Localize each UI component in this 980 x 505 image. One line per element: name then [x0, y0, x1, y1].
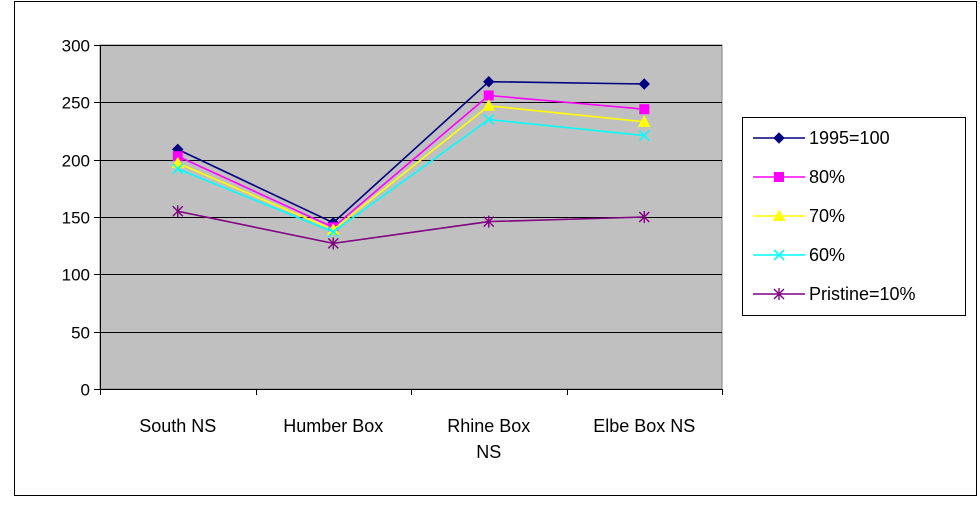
series-line	[177, 104, 645, 231]
series-layer	[171, 75, 651, 250]
y-tick-label: 250	[62, 94, 90, 113]
data-point	[483, 215, 495, 228]
data-point	[773, 288, 785, 300]
x-tick-label-line: South NS	[139, 416, 216, 436]
axes: 0 50 100 150 200 250 300 South NS Humber Box Rhin…	[62, 37, 723, 462]
series-line	[177, 80, 645, 224]
data-point	[327, 226, 339, 238]
series-line	[177, 94, 645, 229]
data-point	[639, 104, 650, 115]
x-tick-label: Rhine Box NS	[447, 416, 530, 462]
data-point	[638, 211, 650, 223]
legend-label: 60%	[809, 245, 845, 265]
series-line	[177, 210, 645, 245]
x-tick-label-line: Rhine Box	[447, 416, 530, 436]
data-point	[172, 205, 184, 218]
legend-label: 80%	[809, 167, 845, 187]
legend: 1995=100 80% 70% 60% Pristine=10%	[742, 117, 966, 316]
data-point	[637, 115, 651, 127]
series-line	[177, 118, 645, 233]
legend-label: Pristine=10%	[809, 284, 916, 304]
grid-lines	[100, 45, 722, 333]
x-tick-label-line: NS	[476, 442, 501, 462]
data-point	[773, 249, 785, 261]
legend-label: 1995=100	[809, 128, 890, 148]
legend-label: 70%	[809, 206, 845, 226]
data-point	[773, 132, 785, 144]
data-point	[483, 75, 495, 88]
data-point	[327, 237, 339, 250]
y-tick-label: 50	[71, 324, 90, 343]
data-point	[172, 163, 184, 175]
x-tick-label: Humber Box	[283, 416, 383, 436]
y-tick-label: 300	[62, 37, 90, 56]
data-point	[483, 113, 495, 126]
data-point	[482, 99, 496, 111]
data-point	[772, 209, 786, 221]
x-tick-label: Elbe Box NS	[593, 416, 695, 436]
y-tick-label: 150	[62, 209, 90, 228]
data-point	[638, 78, 650, 90]
y-tick-label: 100	[62, 266, 90, 285]
x-tick-label: South NS	[139, 416, 216, 436]
data-point	[774, 172, 784, 182]
y-tick-label: 200	[62, 152, 90, 171]
data-point	[638, 130, 650, 142]
x-tick-label-line: Elbe Box NS	[593, 416, 695, 436]
data-point	[483, 90, 494, 101]
y-tick-label: 0	[81, 381, 90, 400]
x-tick-label-line: Humber Box	[283, 416, 383, 436]
